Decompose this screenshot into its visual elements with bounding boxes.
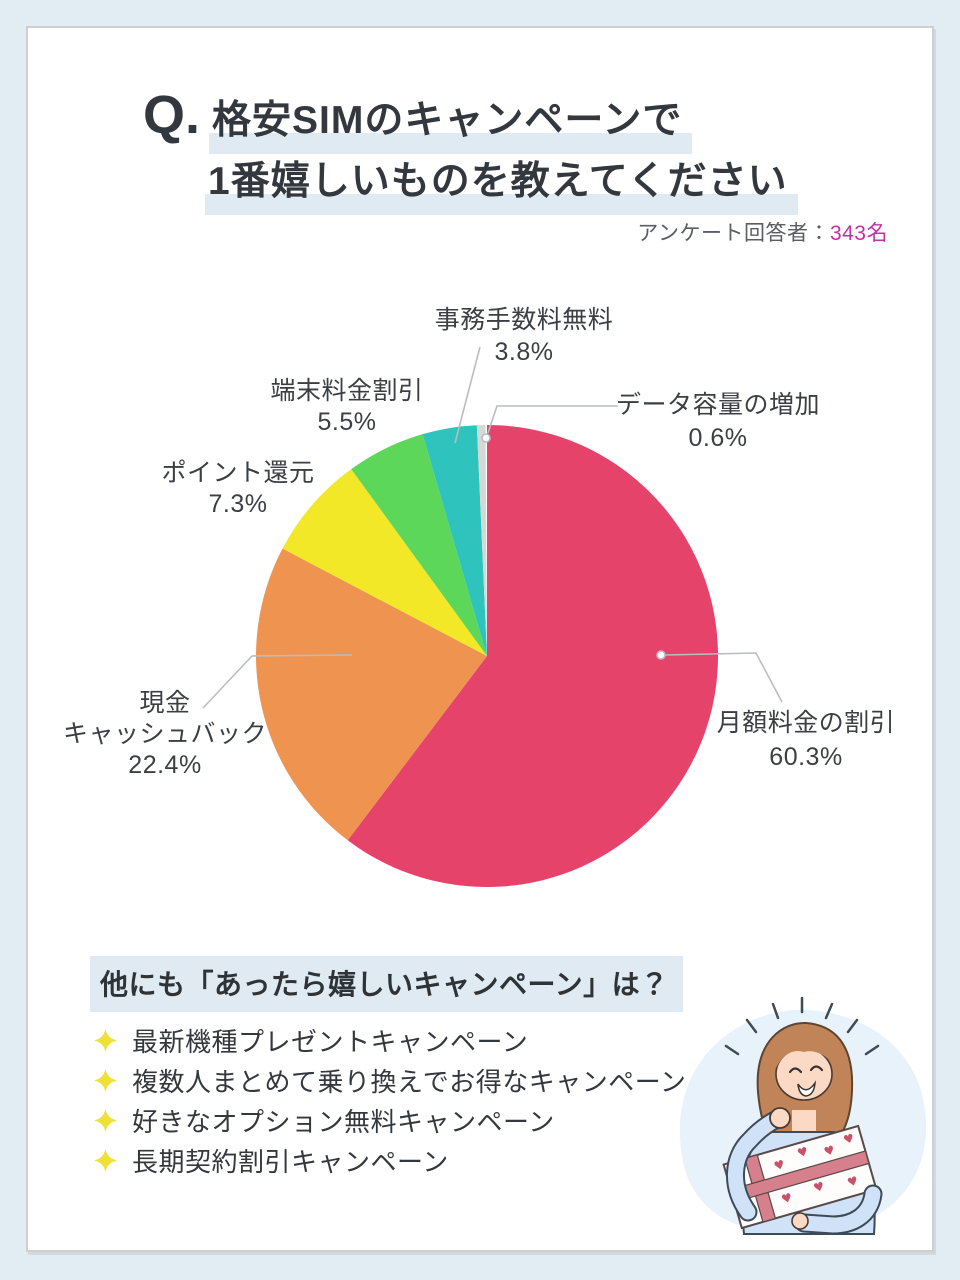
respondents-label: アンケート回答者： (637, 222, 830, 245)
slice-label: 現金 (139, 689, 191, 717)
leader-monthly (664, 652, 783, 703)
title-line-2: 1番嬉しいものを教えてください (205, 150, 798, 220)
pie-label-point-reward: ポイント還元 7.3% (118, 458, 358, 520)
wish-item-label: 長期契約割引キャンペーン (132, 1146, 449, 1177)
smile (797, 1080, 816, 1097)
page-title: Q. 格安SIMのキャンペーンで 1番嬉しいものを教えてください (143, 84, 798, 220)
svg-text:♥: ♥ (772, 1157, 786, 1173)
slice-label: 端末料金割引 (270, 377, 424, 405)
slice-pct: 5.5% (317, 408, 377, 436)
other-campaigns-heading: 他にも「あったら嬉しいキャンペーン」は？ (90, 956, 683, 1012)
slice-label: 事務手数料無料 (434, 306, 614, 334)
leader-cashback (202, 654, 353, 709)
leader-data-dot (481, 433, 491, 443)
closed-eyes (788, 1065, 824, 1074)
sparkle-dashes (724, 996, 880, 1056)
pie-label-monthly-discount: 月額料金の割引 60.3% (666, 706, 946, 774)
slice-pct: 60.3% (769, 743, 843, 771)
pie-label-device-discount: 端末料金割引 5.5% (227, 376, 467, 438)
svg-text:♥: ♥ (796, 1144, 810, 1160)
pie-slices (255, 425, 718, 887)
lower-arm (791, 1184, 883, 1235)
wish-list: 最新機種プレゼントキャンペーン 複数人まとめて乗り換えでお得なキャンペーン 好き… (94, 1020, 686, 1180)
leader-monthly-dot (656, 650, 666, 660)
title-text-2: 1番嬉しいものを教えてください (205, 150, 798, 215)
slice-pct: 0.6% (688, 424, 748, 452)
slice-pct: 3.8% (494, 338, 554, 366)
slice-label: 月額料金の割引 (716, 709, 896, 737)
pie-chart (202, 346, 783, 887)
sparkle-icon (94, 1028, 117, 1052)
respondents-note: アンケート回答者：343名 (0, 217, 888, 247)
pie-slice (351, 434, 487, 656)
bangs (776, 1036, 832, 1068)
fist (769, 1107, 791, 1129)
title-line-1: Q. 格安SIMのキャンペーンで (143, 84, 798, 154)
sparkle-icon (94, 1148, 117, 1172)
sparkle-icon (94, 1108, 117, 1132)
wish-item-label: 複数人まとめて乗り換えでお得なキャンペーン (132, 1066, 687, 1097)
svg-text:♥: ♥ (822, 1143, 836, 1159)
slice-pct: 7.3% (208, 490, 268, 518)
heart-pattern: ♥ ♥ ♥ ♥ ♥ ♥ ♥ (772, 1131, 860, 1207)
wish-item-label: 好きなオプション無料キャンペーン (132, 1106, 555, 1137)
leader-fee (454, 346, 481, 444)
pie-label-cash-back: 現金 キャッシュバック 22.4% (25, 688, 305, 781)
wish-item-label: 最新機種プレゼントキャンペーン (132, 1026, 529, 1057)
title-text-1: 格安SIMのキャンペーンで (209, 89, 693, 154)
sparkle-icon (94, 1068, 117, 1092)
svg-text:♥: ♥ (842, 1131, 856, 1147)
gift-box: ♥ ♥ ♥ ♥ ♥ ♥ ♥ (722, 1124, 878, 1230)
leader-lines (202, 346, 783, 709)
pie-slice (255, 548, 487, 841)
neck (792, 1110, 816, 1132)
pie-slice (422, 425, 487, 656)
list-item: 長期契約割引キャンペーン (94, 1140, 686, 1180)
slice-label: ポイント還元 (161, 459, 315, 487)
hugging-arm (726, 1107, 791, 1222)
pie-slice (476, 425, 487, 656)
slice-label: データ容量の増加 (615, 391, 820, 419)
svg-text:♥: ♥ (846, 1173, 860, 1189)
pie-slice (347, 425, 718, 887)
pie-label-admin-fee-free: 事務手数料無料 3.8% (394, 304, 654, 368)
list-item: 好きなオプション無料キャンペーン (94, 1100, 686, 1140)
hand (791, 1212, 809, 1230)
svg-text:♥: ♥ (812, 1179, 826, 1195)
woman-hugging-gift-illustration: ♥ ♥ ♥ ♥ ♥ ♥ ♥ (679, 996, 927, 1235)
leader-data (487, 405, 618, 434)
question-prefix: Q. (143, 85, 201, 145)
list-item: 複数人まとめて乗り換えでお得なキャンペーン (94, 1060, 686, 1100)
pie-label-data-increase: データ容量の増加 0.6% (578, 389, 858, 455)
svg-text:♥: ♥ (780, 1190, 794, 1206)
respondents-count: 343名 (829, 222, 888, 245)
list-item: 最新機種プレゼントキャンペーン (94, 1020, 686, 1060)
pie-slice (282, 469, 487, 656)
slice-label: キャッシュバック (62, 720, 267, 748)
slice-pct: 22.4% (128, 751, 202, 779)
